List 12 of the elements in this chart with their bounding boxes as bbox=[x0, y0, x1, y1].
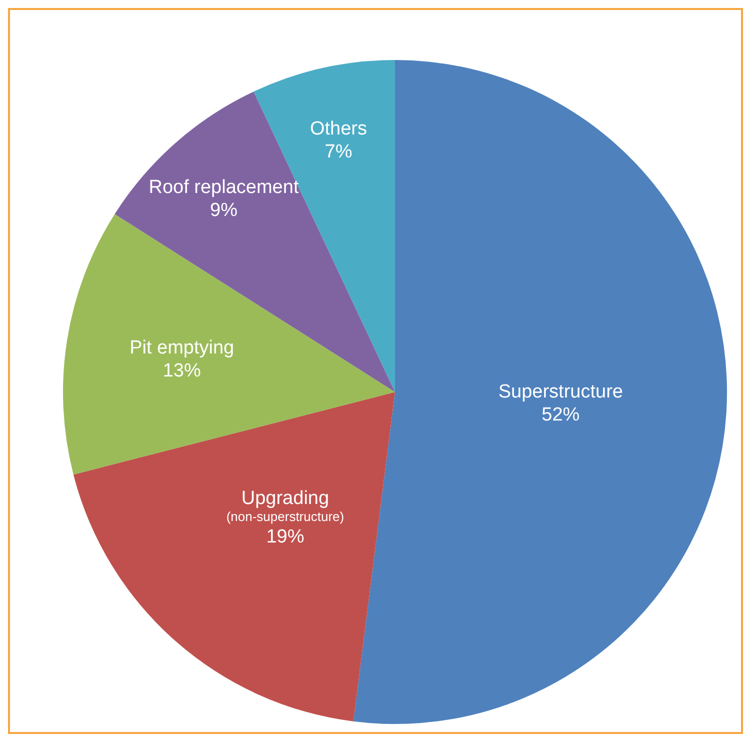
data-label: 13% bbox=[162, 360, 201, 382]
pie-slice bbox=[114, 92, 395, 392]
data-label: 19% bbox=[266, 526, 304, 548]
data-label: 7% bbox=[324, 141, 352, 162]
pie-slice bbox=[73, 392, 395, 722]
slice-label: Others bbox=[310, 118, 368, 140]
slice-label: Roof replacement bbox=[148, 177, 300, 198]
slice-label: Superstructure bbox=[498, 382, 623, 403]
slice-label: Upgrading (non-superstructure) bbox=[226, 488, 344, 524]
data-label: 52% bbox=[542, 404, 580, 426]
data-label: 9% bbox=[210, 200, 238, 221]
slice-label: Pit emptying bbox=[130, 337, 234, 358]
